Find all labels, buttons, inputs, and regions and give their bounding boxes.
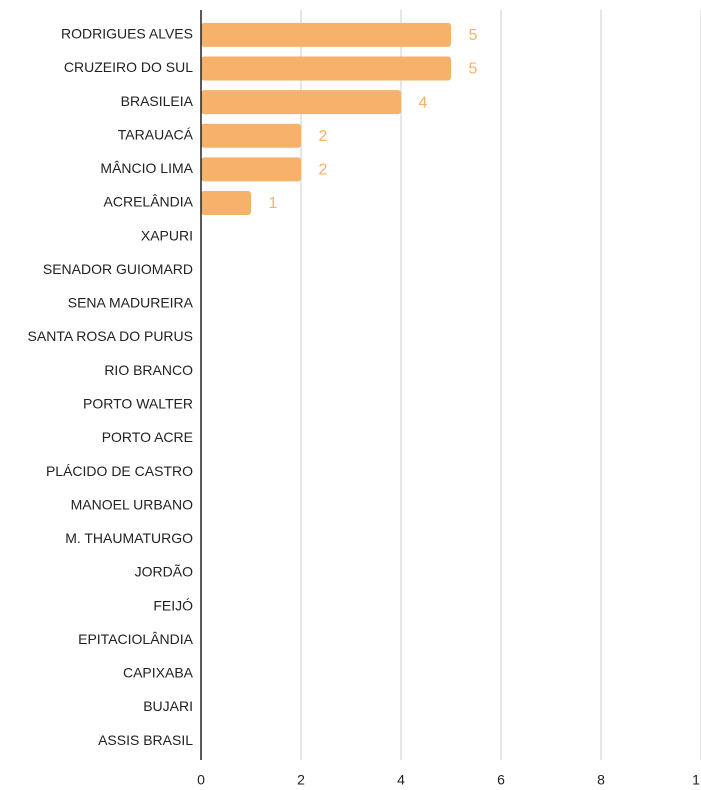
bar: [201, 123, 301, 148]
y-tick-label: EPITACIOLÂNDIA: [78, 631, 194, 647]
y-tick-label: MÂNCIO LIMA: [100, 160, 193, 176]
value-label: 1: [269, 195, 278, 212]
bar: [201, 56, 451, 81]
value-label: 5: [469, 61, 478, 78]
y-tick-label: XAPURI: [141, 227, 193, 243]
y-tick-label: PORTO WALTER: [83, 396, 193, 412]
y-tick-label: M. THAUMATURGO: [65, 530, 193, 546]
bar: [201, 191, 251, 215]
bar: [201, 22, 451, 47]
y-tick-label: FEIJÓ: [153, 597, 193, 613]
y-tick-label: RODRIGUES ALVES: [61, 26, 193, 42]
y-tick-label: SANTA ROSA DO PURUS: [28, 328, 193, 344]
y-tick-label: PLÁCIDO DE CASTRO: [46, 463, 193, 479]
y-tick-label: CRUZEIRO DO SUL: [64, 59, 193, 75]
y-tick-label: RIO BRANCO: [104, 362, 193, 378]
value-label: 2: [319, 128, 328, 145]
x-tick-label: 4: [397, 772, 405, 788]
y-tick-label: ACRELÂNDIA: [104, 194, 194, 210]
y-tick-label: BUJARI: [143, 698, 193, 714]
x-tick-label: 2: [297, 772, 305, 788]
value-label: 5: [469, 27, 478, 44]
y-tick-label: CAPIXABA: [123, 665, 194, 681]
y-tick-label: SENADOR GUIOMARD: [43, 261, 193, 277]
x-tick-label: 0: [197, 772, 205, 788]
y-tick-label: MANOEL URBANO: [71, 496, 194, 512]
y-tick-label: JORDÃO: [135, 564, 193, 580]
x-tick-label: 6: [497, 772, 505, 788]
bar: [201, 90, 401, 115]
x-tick-label: 8: [597, 772, 605, 788]
value-label: 2: [319, 162, 328, 179]
bar: [201, 157, 301, 182]
x-tick-label: 1: [692, 772, 700, 788]
y-tick-label: PORTO ACRE: [102, 429, 193, 445]
y-tick-label: BRASILEIA: [121, 93, 194, 109]
y-tick-label: SENA MADUREIRA: [68, 295, 194, 311]
y-tick-label: ASSIS BRASIL: [98, 732, 193, 748]
value-label: 4: [419, 94, 428, 111]
y-tick-label: TARAUACÁ: [118, 126, 194, 142]
